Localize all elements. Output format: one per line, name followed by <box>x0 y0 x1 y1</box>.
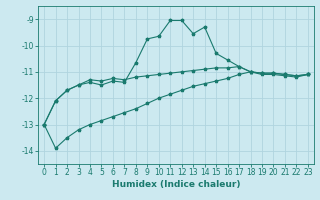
X-axis label: Humidex (Indice chaleur): Humidex (Indice chaleur) <box>112 180 240 189</box>
